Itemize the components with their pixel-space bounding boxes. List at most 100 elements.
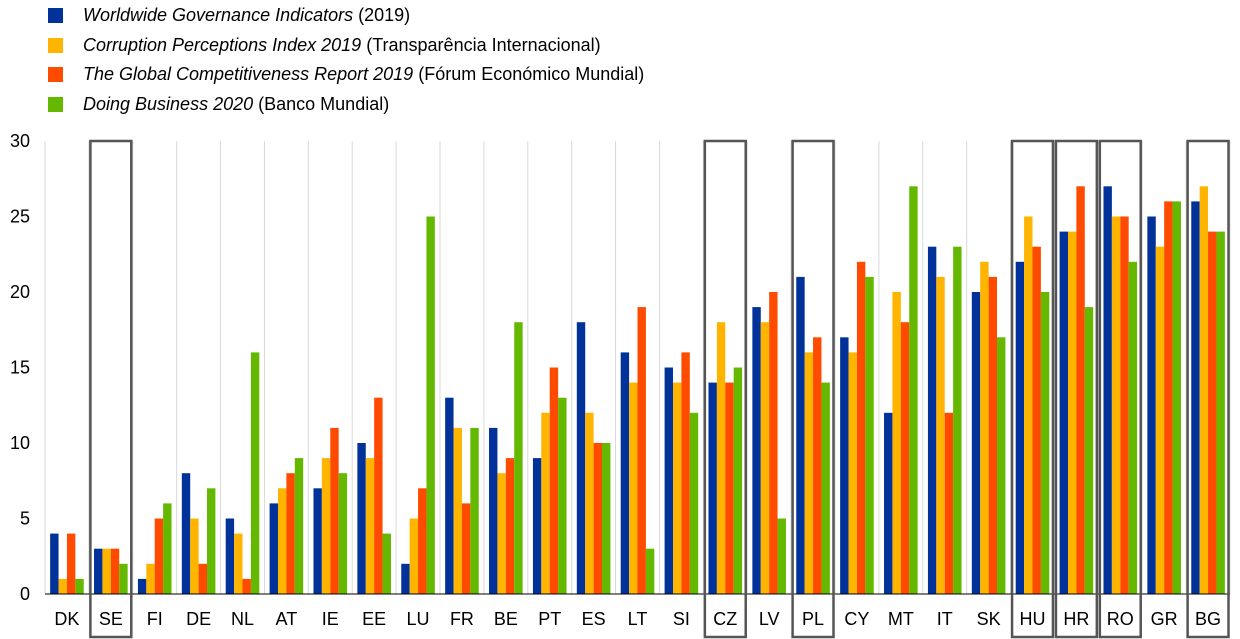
x-tick-label: BG bbox=[1195, 609, 1221, 629]
bar bbox=[1120, 216, 1129, 594]
x-tick-label: DK bbox=[54, 609, 79, 629]
bar bbox=[137, 578, 147, 594]
bar bbox=[1084, 307, 1094, 594]
bar bbox=[234, 533, 243, 594]
x-tick-label: SI bbox=[673, 609, 690, 629]
bar bbox=[330, 427, 339, 594]
legend-item: The Global Competitiveness Report 2019 (… bbox=[48, 60, 644, 90]
x-tick-label: ES bbox=[582, 609, 606, 629]
bar bbox=[294, 458, 304, 594]
bar bbox=[426, 216, 435, 594]
legend-label: Corruption Perceptions Index 2019 (Trans… bbox=[83, 35, 601, 56]
y-tick-label: 15 bbox=[10, 358, 30, 378]
legend-series-name: Worldwide Governance Indicators bbox=[83, 5, 354, 26]
bar bbox=[190, 518, 199, 594]
legend-series-name: The Global Competitiveness Report 2019 bbox=[83, 64, 414, 85]
bar bbox=[401, 563, 410, 594]
bar bbox=[313, 488, 322, 594]
x-tick-label: PT bbox=[538, 609, 561, 629]
bar bbox=[418, 488, 427, 594]
bar bbox=[1015, 261, 1025, 594]
bar bbox=[796, 276, 805, 594]
highlight-box bbox=[791, 139, 835, 639]
bar bbox=[980, 261, 989, 594]
bar bbox=[629, 382, 638, 594]
bar bbox=[505, 458, 515, 594]
bar bbox=[988, 276, 998, 594]
bar bbox=[602, 443, 611, 594]
bar bbox=[357, 443, 366, 594]
legend-item: Worldwide Governance Indicators (2019) bbox=[48, 1, 644, 31]
bar bbox=[1059, 231, 1068, 594]
bar bbox=[1216, 231, 1225, 594]
bar bbox=[856, 261, 866, 594]
x-tick-label: CZ bbox=[713, 609, 737, 629]
bar bbox=[181, 473, 191, 594]
x-tick-label: IT bbox=[937, 609, 953, 629]
bar bbox=[102, 548, 111, 594]
bar bbox=[1164, 201, 1173, 594]
legend-item: Doing Business 2020 (Banco Mundial) bbox=[48, 90, 644, 120]
bar bbox=[760, 322, 770, 594]
bar bbox=[58, 578, 67, 594]
bar bbox=[374, 397, 383, 594]
x-tick-label: AT bbox=[276, 609, 298, 629]
highlight-box bbox=[1054, 139, 1099, 639]
bar bbox=[50, 533, 59, 594]
bar bbox=[848, 352, 857, 594]
x-tick-label: DE bbox=[186, 609, 211, 629]
legend-swatch bbox=[48, 37, 63, 53]
bar bbox=[489, 427, 498, 594]
y-tick-label: 25 bbox=[10, 207, 30, 227]
bar bbox=[541, 412, 550, 594]
bar bbox=[1103, 186, 1112, 595]
bar bbox=[445, 397, 454, 594]
legend-swatch bbox=[48, 67, 63, 83]
bar bbox=[242, 578, 251, 594]
x-tick-label: LV bbox=[759, 609, 780, 629]
bar bbox=[1147, 216, 1156, 594]
bar bbox=[927, 246, 937, 594]
x-tick-label: FI bbox=[147, 609, 163, 629]
bar bbox=[1111, 216, 1121, 594]
bar bbox=[585, 412, 594, 594]
bar bbox=[953, 246, 962, 594]
x-tick-label: LT bbox=[628, 609, 648, 629]
bar bbox=[1208, 231, 1217, 594]
bar bbox=[163, 503, 172, 594]
bar bbox=[664, 367, 673, 594]
y-tick-label: 5 bbox=[20, 509, 30, 529]
bar bbox=[338, 473, 348, 594]
bar bbox=[154, 518, 164, 594]
bar bbox=[944, 412, 954, 594]
bar bbox=[884, 412, 893, 594]
bar bbox=[681, 352, 690, 594]
bar bbox=[497, 473, 506, 594]
bar bbox=[198, 563, 208, 594]
bar bbox=[321, 458, 331, 594]
y-tick-label: 30 bbox=[10, 131, 30, 151]
x-tick-label: HR bbox=[1063, 609, 1089, 629]
y-tick-label: 10 bbox=[10, 433, 30, 453]
bar bbox=[409, 518, 419, 594]
bar bbox=[997, 337, 1006, 594]
bar bbox=[593, 443, 603, 594]
bar bbox=[936, 276, 945, 594]
bar bbox=[1172, 201, 1181, 594]
x-tick-label: MT bbox=[888, 609, 914, 629]
bar bbox=[672, 382, 682, 594]
highlight-box bbox=[89, 139, 133, 639]
bar bbox=[277, 488, 287, 594]
legend-label: Worldwide Governance Indicators (2019) bbox=[83, 5, 410, 26]
x-tick-label: BE bbox=[494, 609, 518, 629]
highlight-box bbox=[1010, 139, 1055, 639]
bar bbox=[645, 548, 655, 594]
legend-series-source: (Fórum Económico Mundial) bbox=[418, 64, 645, 85]
legend-label: Doing Business 2020 (Banco Mundial) bbox=[83, 94, 389, 115]
bar bbox=[110, 548, 120, 594]
bar bbox=[716, 322, 726, 594]
y-tick-label: 20 bbox=[10, 282, 30, 302]
bar bbox=[865, 276, 874, 594]
x-tick-label: RO bbox=[1107, 609, 1134, 629]
